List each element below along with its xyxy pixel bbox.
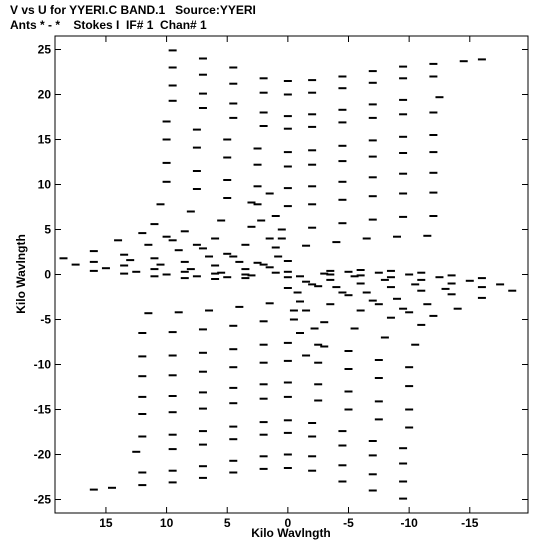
x-tick-label: 15 bbox=[99, 516, 113, 530]
y-tick-label: 5 bbox=[44, 223, 51, 237]
y-tick-label: 25 bbox=[38, 43, 52, 57]
y-tick-label: 10 bbox=[38, 178, 52, 192]
x-tick-label: -15 bbox=[461, 516, 479, 530]
y-tick-label: -10 bbox=[34, 358, 52, 372]
y-tick-label: -25 bbox=[34, 493, 52, 507]
axis-ticks: 15 10 5 0 -5 -10 -15 25 20 15 10 5 0 -5 -10 -15 -20 -25 bbox=[34, 36, 528, 530]
y-tick-label: 20 bbox=[38, 88, 52, 102]
x-tick-label: -5 bbox=[343, 516, 354, 530]
x-tick-label: 0 bbox=[285, 516, 292, 530]
data-marks bbox=[59, 49, 517, 500]
chart-subtitle: Ants * - * Stokes I IF# 1 Chan# 1 bbox=[10, 18, 207, 32]
y-tick-label: -5 bbox=[40, 313, 51, 327]
y-tick-label: -20 bbox=[34, 448, 52, 462]
y-axis-title: Kilo Wavlngth bbox=[14, 234, 28, 314]
y-tick-label: -15 bbox=[34, 403, 52, 417]
x-axis-title: Kilo Wavlngth bbox=[251, 526, 331, 540]
x-tick-label: 5 bbox=[224, 516, 231, 530]
x-tick-label: -10 bbox=[400, 516, 418, 530]
y-tick-label: 0 bbox=[44, 268, 51, 282]
chart-title: V vs U for YYERI.C BAND.1 Source:YYERI bbox=[10, 3, 256, 17]
x-tick-label: 10 bbox=[160, 516, 174, 530]
y-tick-label: 15 bbox=[38, 133, 52, 147]
